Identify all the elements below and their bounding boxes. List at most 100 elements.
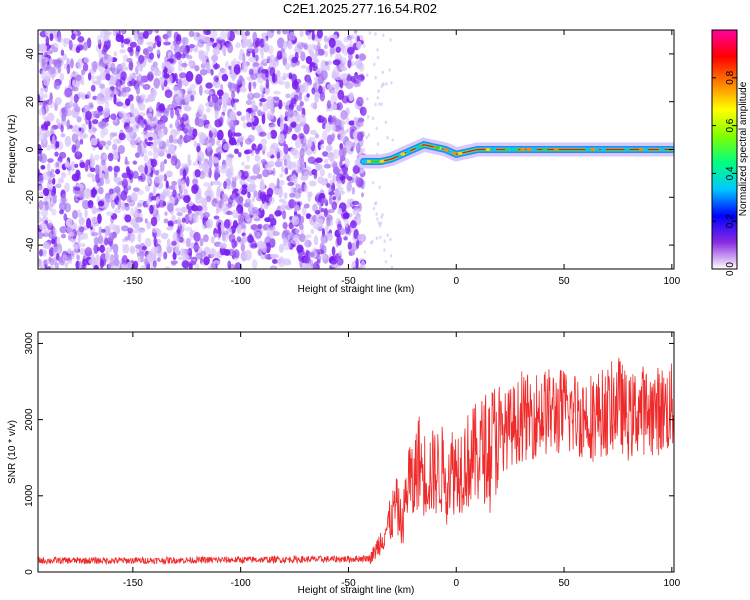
noise-speck (309, 129, 318, 136)
noise-speck (339, 135, 345, 141)
noise-speck (156, 49, 161, 55)
noise-speck (323, 207, 328, 218)
noise-speck (244, 39, 251, 46)
noise-speck (232, 103, 237, 111)
noise-speck (113, 258, 120, 267)
noise-speck (148, 192, 154, 202)
noise-speck (321, 130, 328, 141)
noise-speck (123, 86, 131, 93)
trace-blotch (542, 147, 548, 152)
noise-speck (38, 199, 44, 211)
noise-speck (283, 240, 291, 251)
noise-speck (189, 94, 195, 102)
noise-speck (144, 164, 148, 175)
noise-speck (147, 71, 154, 82)
noise-speck (336, 223, 343, 231)
noise-speck (260, 69, 269, 74)
noise-speck (84, 246, 93, 257)
noise-speck (181, 36, 189, 46)
noise-speck (238, 135, 245, 143)
noise-speck (310, 102, 317, 109)
noise-speck (263, 37, 268, 46)
noise-speck (391, 137, 394, 142)
noise-speck (150, 260, 154, 269)
noise-speck (187, 153, 191, 162)
noise-speck (339, 142, 344, 150)
noise-speck (107, 236, 114, 242)
noise-speck (313, 235, 319, 246)
noise-speck (213, 63, 221, 70)
noise-speck (48, 99, 54, 109)
trace-blotch (485, 147, 491, 152)
noise-speck (330, 94, 338, 105)
noise-speck (194, 169, 201, 178)
noise-speck (166, 153, 172, 159)
noise-speck (146, 46, 154, 53)
noise-speck (272, 167, 276, 177)
noise-speck (59, 72, 65, 82)
noise-speck (283, 143, 289, 155)
noise-speck (91, 74, 95, 84)
noise-speck (42, 259, 48, 266)
noise-speck (169, 74, 173, 86)
noise-speck (253, 46, 259, 54)
noise-speck (54, 151, 59, 157)
noise-speck (176, 178, 182, 187)
noise-speck (246, 154, 251, 162)
noise-speck (236, 83, 240, 95)
noise-speck (203, 182, 210, 187)
noise-speck (271, 73, 278, 84)
noise-speck (120, 225, 129, 232)
noise-speck (177, 256, 184, 261)
noise-speck (38, 185, 44, 191)
noise-speck (319, 168, 325, 177)
noise-speck (266, 110, 275, 120)
noise-speck (105, 211, 114, 217)
noise-speck (148, 105, 153, 113)
noise-speck (216, 140, 220, 146)
noise-speck (336, 257, 344, 266)
noise-speck (294, 176, 298, 187)
noise-speck (59, 225, 68, 234)
noise-speck (104, 225, 111, 236)
noise-speck (93, 264, 99, 269)
noise-speck (290, 121, 297, 128)
noise-speck (227, 81, 232, 89)
noise-speck (366, 97, 369, 101)
noise-speck (84, 164, 89, 172)
noise-speck (225, 156, 233, 167)
noise-speck (142, 30, 149, 39)
noise-speck (347, 59, 352, 69)
noise-speck (192, 128, 198, 138)
trace-blotch (513, 147, 519, 152)
noise-speck (170, 107, 174, 119)
noise-speck (229, 111, 236, 122)
noise-speck (177, 64, 183, 72)
noise-speck (285, 93, 291, 99)
noise-speck (307, 252, 314, 258)
noise-speck (59, 209, 64, 215)
noise-speck (168, 185, 176, 190)
noise-speck (261, 242, 267, 254)
noise-speck (99, 177, 105, 187)
noise-speck (132, 187, 140, 192)
noise-speck (199, 237, 204, 247)
noise-speck (153, 236, 157, 248)
noise-speck (164, 266, 171, 269)
noise-speck (284, 81, 291, 89)
noise-speck (38, 94, 41, 103)
noise-speck (284, 110, 289, 119)
noise-speck (140, 93, 146, 100)
noise-speck (132, 160, 138, 165)
noise-speck (107, 260, 115, 269)
noise-speck (183, 188, 189, 197)
noise-speck (121, 92, 130, 97)
noise-speck (261, 113, 266, 125)
noise-speck (176, 234, 181, 243)
noise-speck (262, 145, 267, 152)
noise-speck (158, 103, 165, 112)
noise-speck (117, 198, 122, 210)
noise-speck (187, 247, 193, 256)
noise-speck (373, 201, 377, 206)
noise-speck (44, 123, 49, 132)
